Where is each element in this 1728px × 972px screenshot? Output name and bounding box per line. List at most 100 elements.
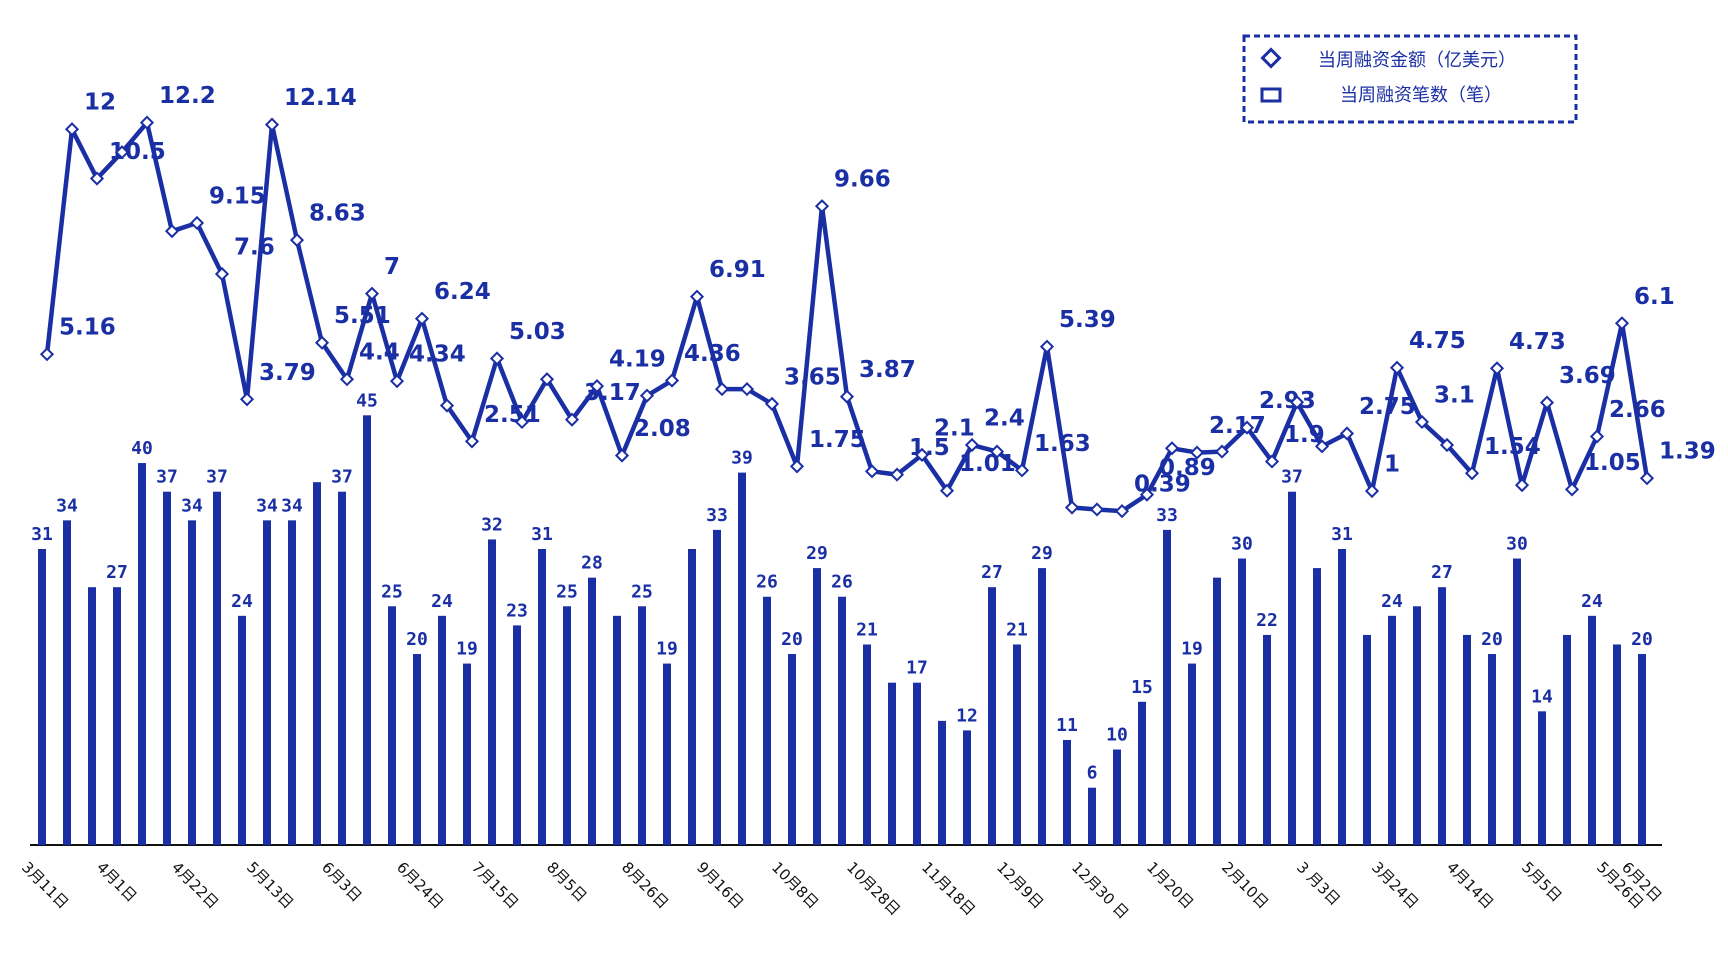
bar [713,529,721,845]
line-label: 4.75 [1409,328,1466,354]
bar [1263,634,1271,845]
x-tick-label: 4月1日 [93,858,140,905]
line-marker [264,117,280,132]
bar-label: 21 [1006,619,1028,640]
bar-label: 31 [1331,524,1353,545]
line-marker [1414,414,1430,430]
bar-label: 22 [1256,610,1278,631]
bar [613,615,621,845]
line-marker [389,374,405,389]
line-marker [289,232,305,248]
bar-label: 24 [231,591,253,612]
line-label: 3.79 [259,360,316,386]
bar [938,720,946,845]
bar [63,520,71,845]
line-label: 3.87 [859,357,916,383]
line-marker [714,382,730,397]
line-marker [1639,471,1655,486]
bar [1463,634,1471,845]
bar [38,548,46,845]
bar-label: 33 [706,505,728,526]
line-label: 4.73 [1509,329,1566,355]
bar [888,682,896,845]
bar [1338,548,1346,845]
line-label: 9.15 [209,183,266,209]
line-label: 2.4 [984,406,1025,432]
line-label: 2.75 [1359,394,1416,420]
bar [438,615,446,845]
line-marker [664,373,680,388]
bar [1213,577,1221,845]
x-tick-label: 10月8日 [768,858,822,912]
line-label: 4.4 [359,340,400,366]
bar-label: 45 [356,390,378,411]
bar-label: 19 [456,639,478,660]
bar-label: 25 [556,581,578,602]
line-label: 3.65 [784,364,841,390]
bar-label: 37 [206,467,228,488]
line-marker [1264,454,1280,469]
line-marker [1464,466,1480,481]
bar [1138,701,1146,845]
bar-label: 11 [1056,715,1078,736]
line-marker [1439,437,1455,453]
line-marker [1339,426,1355,441]
x-tick-label: 6月24日 [393,858,447,912]
bar [263,520,271,845]
line-marker [589,379,605,394]
line-label: 12.2 [159,83,216,109]
bar [1063,739,1071,845]
bar-label: 28 [581,553,603,574]
bar-label: 23 [506,600,528,621]
bar-label: 30 [1506,534,1528,555]
bar-label: 26 [756,572,778,593]
bar [1588,615,1596,845]
bar [313,482,321,845]
line-label: 1.63 [1034,431,1091,457]
bar-label: 34 [181,495,203,516]
line-marker [1064,500,1080,515]
line-marker [764,396,780,411]
bar [1288,491,1296,845]
x-tick-label: 3月11日 [18,858,72,912]
line-marker [564,412,580,427]
bar [1388,615,1396,845]
x-tick-label: 5月13日 [243,858,297,912]
line-label: 2.66 [1609,397,1666,423]
line-marker [439,398,455,413]
bar-label: 17 [906,658,928,679]
line-marker [939,483,955,498]
line-label: 12.14 [284,85,357,111]
line-label: 2.17 [1209,413,1266,439]
line-marker [189,215,205,231]
line-label: 0.89 [1159,455,1216,481]
bar-label: 34 [56,495,78,516]
bar [1038,568,1046,845]
bar [113,587,121,845]
line-marker [889,467,905,482]
bar-label: 14 [1531,686,1553,707]
bar-label: 27 [981,562,1003,583]
line-label: 2.51 [484,402,541,428]
bar [1613,644,1621,845]
bar-label: 21 [856,619,878,640]
bar-label: 20 [406,629,428,650]
bar [738,472,746,845]
bar [863,644,871,845]
bar [838,596,846,845]
bar [1413,606,1421,845]
line-marker [514,414,530,430]
line-marker [1039,339,1055,354]
bar-label: 39 [731,448,753,469]
line-marker [1514,478,1530,493]
x-tick-label: 9月16日 [693,858,747,912]
bar-label: 29 [1031,543,1053,564]
bar-label: 24 [431,591,453,612]
line-marker [1614,316,1630,331]
x-tick-label: 2月10日 [1218,858,1272,912]
line-marker [39,347,55,362]
bar [1563,634,1571,845]
line-label: 1.39 [1659,439,1716,465]
x-tick-label: 1月20日 [1143,858,1197,912]
